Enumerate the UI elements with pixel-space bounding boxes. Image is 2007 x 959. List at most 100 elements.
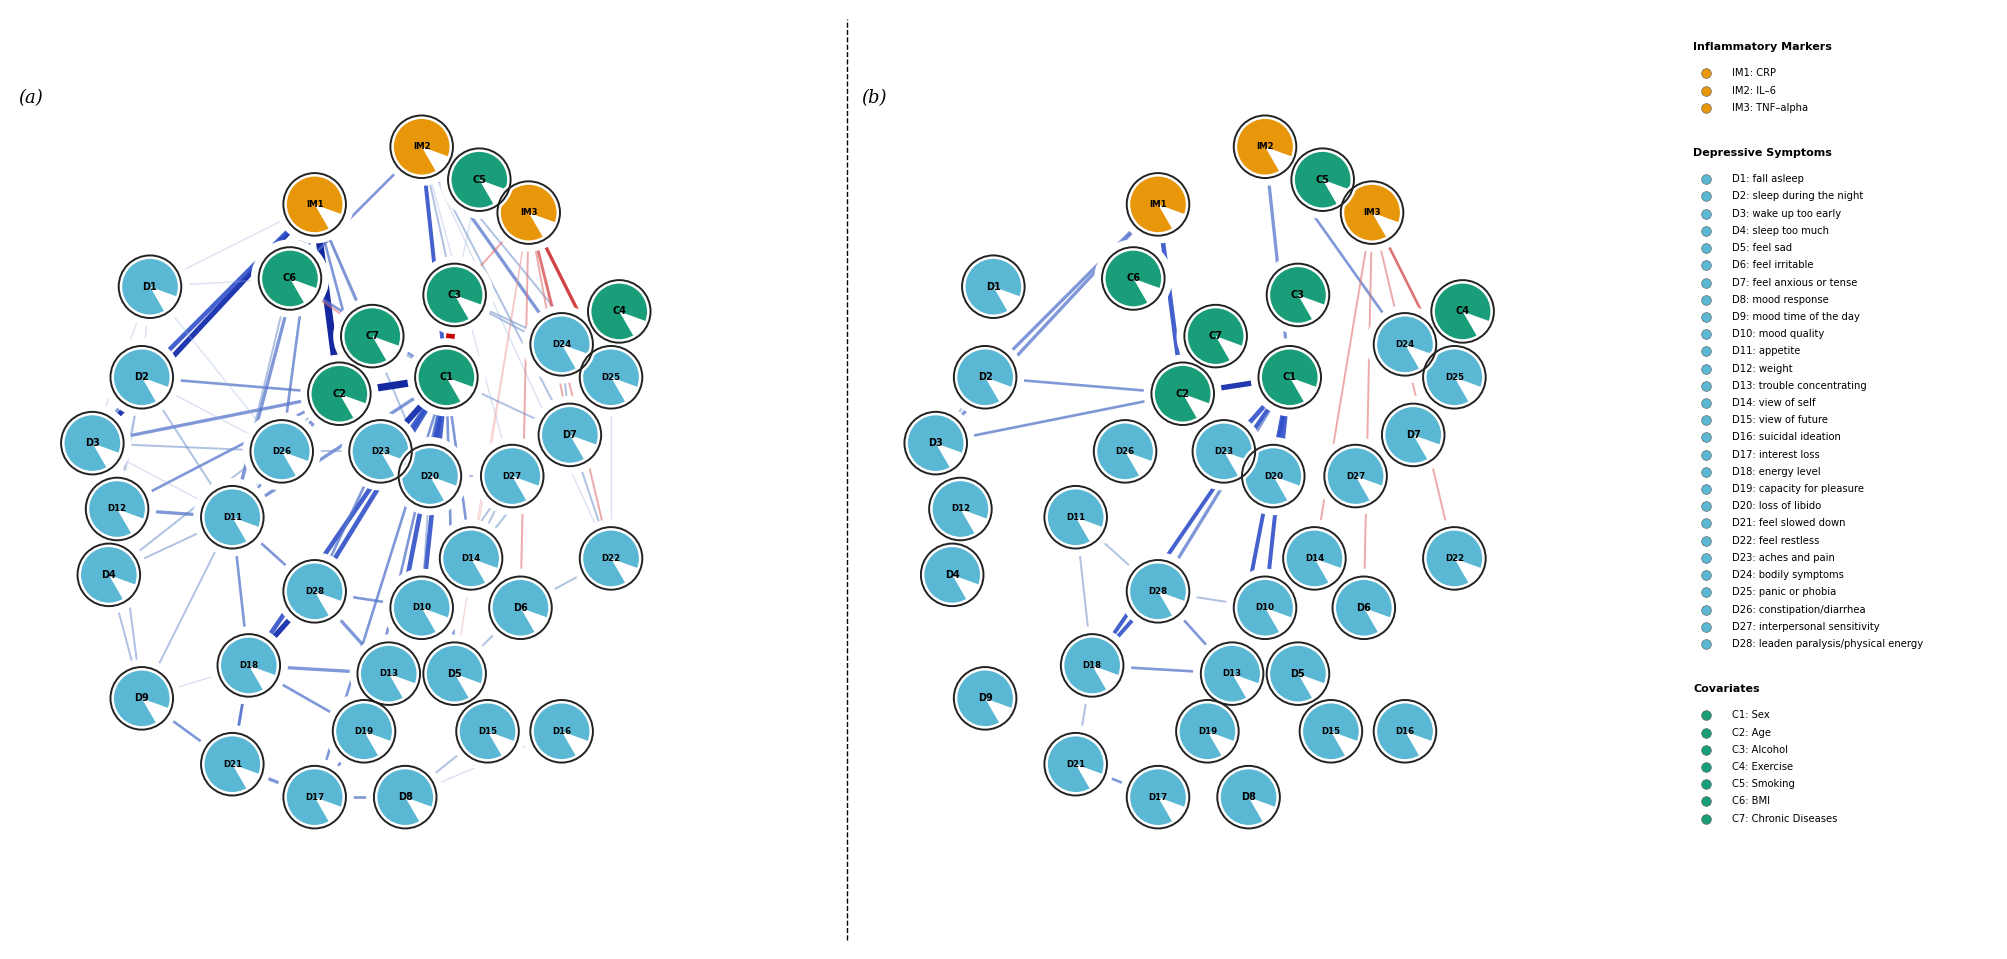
Wedge shape	[399, 445, 462, 507]
Wedge shape	[1299, 700, 1361, 762]
Text: D13: D13	[379, 669, 397, 678]
Wedge shape	[389, 576, 454, 639]
Wedge shape	[1266, 264, 1329, 326]
Text: D20: D20	[1262, 472, 1282, 480]
Wedge shape	[953, 346, 1016, 409]
Wedge shape	[1423, 527, 1485, 590]
Wedge shape	[217, 634, 279, 696]
Text: D10: mood quality: D10: mood quality	[1730, 329, 1822, 339]
Text: D17: D17	[1148, 793, 1166, 802]
Text: C6: C6	[1126, 273, 1140, 284]
Circle shape	[522, 305, 600, 384]
Circle shape	[415, 635, 494, 713]
Text: C3: C3	[1291, 290, 1305, 300]
Text: D22: D22	[602, 554, 620, 563]
Circle shape	[945, 659, 1024, 737]
Wedge shape	[1373, 313, 1435, 376]
Text: D23: aches and pain: D23: aches and pain	[1730, 553, 1834, 563]
Wedge shape	[86, 478, 149, 540]
Text: D19: D19	[355, 727, 373, 736]
Text: D2: sleep during the night: D2: sleep during the night	[1730, 192, 1862, 201]
Text: IM2: IM2	[413, 142, 429, 152]
Text: D6: D6	[514, 603, 528, 613]
Circle shape	[580, 272, 658, 350]
Circle shape	[913, 536, 991, 614]
Text: D15: D15	[478, 727, 498, 736]
Text: D27: interpersonal sensitivity: D27: interpersonal sensitivity	[1730, 621, 1879, 632]
Wedge shape	[283, 173, 345, 236]
Wedge shape	[60, 411, 124, 475]
Text: D18: D18	[1082, 661, 1102, 670]
Circle shape	[102, 659, 181, 737]
Wedge shape	[415, 346, 478, 409]
Wedge shape	[961, 255, 1024, 318]
Text: D12: D12	[951, 504, 969, 513]
Wedge shape	[259, 247, 321, 310]
Text: D24: bodily symptoms: D24: bodily symptoms	[1730, 570, 1842, 580]
Circle shape	[1094, 240, 1172, 317]
Wedge shape	[538, 404, 600, 466]
Circle shape	[953, 247, 1032, 326]
Text: D26: D26	[273, 447, 291, 456]
Circle shape	[209, 626, 287, 705]
Text: D5: D5	[448, 668, 462, 679]
Circle shape	[383, 107, 460, 186]
Text: D23: D23	[371, 447, 389, 456]
Text: D13: D13	[1222, 669, 1240, 678]
Circle shape	[1208, 758, 1286, 836]
Wedge shape	[448, 149, 510, 211]
Text: D23: D23	[1214, 447, 1232, 456]
Text: D15: view of future: D15: view of future	[1730, 415, 1826, 425]
Circle shape	[432, 519, 510, 597]
Text: IM1: CRP: IM1: CRP	[1730, 68, 1774, 79]
Wedge shape	[423, 264, 486, 326]
Text: D28: leaden paralysis/physical energy: D28: leaden paralysis/physical energy	[1730, 639, 1923, 649]
Circle shape	[1258, 256, 1337, 334]
Circle shape	[1168, 692, 1246, 770]
Circle shape	[193, 725, 271, 804]
Wedge shape	[1291, 149, 1353, 211]
Circle shape	[1036, 479, 1114, 556]
Text: D24: D24	[552, 339, 570, 349]
Text: D14: D14	[1305, 554, 1323, 563]
Circle shape	[440, 141, 518, 219]
Circle shape	[482, 569, 560, 647]
Wedge shape	[357, 643, 419, 705]
Circle shape	[1118, 165, 1196, 244]
Circle shape	[1176, 297, 1254, 375]
Text: D21: D21	[1066, 760, 1084, 769]
Text: D4: D4	[102, 570, 116, 580]
Text: D4: D4	[945, 570, 959, 580]
Text: C1: C1	[1282, 372, 1297, 383]
Circle shape	[448, 692, 526, 770]
Text: C2: C2	[1176, 388, 1188, 399]
Circle shape	[349, 635, 427, 713]
Circle shape	[1291, 692, 1369, 770]
Circle shape	[54, 404, 130, 482]
Wedge shape	[1282, 527, 1345, 590]
Wedge shape	[1232, 576, 1297, 639]
Text: D19: capacity for pleasure: D19: capacity for pleasure	[1730, 484, 1862, 494]
Circle shape	[275, 165, 353, 244]
Circle shape	[1118, 758, 1196, 836]
Text: D22: feel restless: D22: feel restless	[1730, 536, 1818, 546]
Wedge shape	[251, 420, 313, 482]
Circle shape	[897, 404, 973, 482]
Text: D21: feel slowed down: D21: feel slowed down	[1730, 519, 1844, 528]
Circle shape	[78, 470, 157, 549]
Text: C3: Alcohol: C3: Alcohol	[1730, 745, 1786, 755]
Text: C1: Sex: C1: Sex	[1730, 711, 1768, 720]
Text: D5: D5	[1291, 668, 1305, 679]
Wedge shape	[1192, 420, 1254, 482]
Wedge shape	[1266, 643, 1329, 705]
Text: D6: D6	[1357, 603, 1371, 613]
Circle shape	[1274, 519, 1353, 597]
Text: D1: D1	[985, 282, 999, 292]
Wedge shape	[1044, 733, 1106, 796]
Wedge shape	[1094, 420, 1156, 482]
Circle shape	[1317, 437, 1395, 515]
Circle shape	[415, 256, 494, 334]
Text: C7: Chronic Diseases: C7: Chronic Diseases	[1730, 813, 1836, 824]
Text: C6: BMI: C6: BMI	[1730, 796, 1768, 807]
Text: D12: weight: D12: weight	[1730, 363, 1792, 374]
